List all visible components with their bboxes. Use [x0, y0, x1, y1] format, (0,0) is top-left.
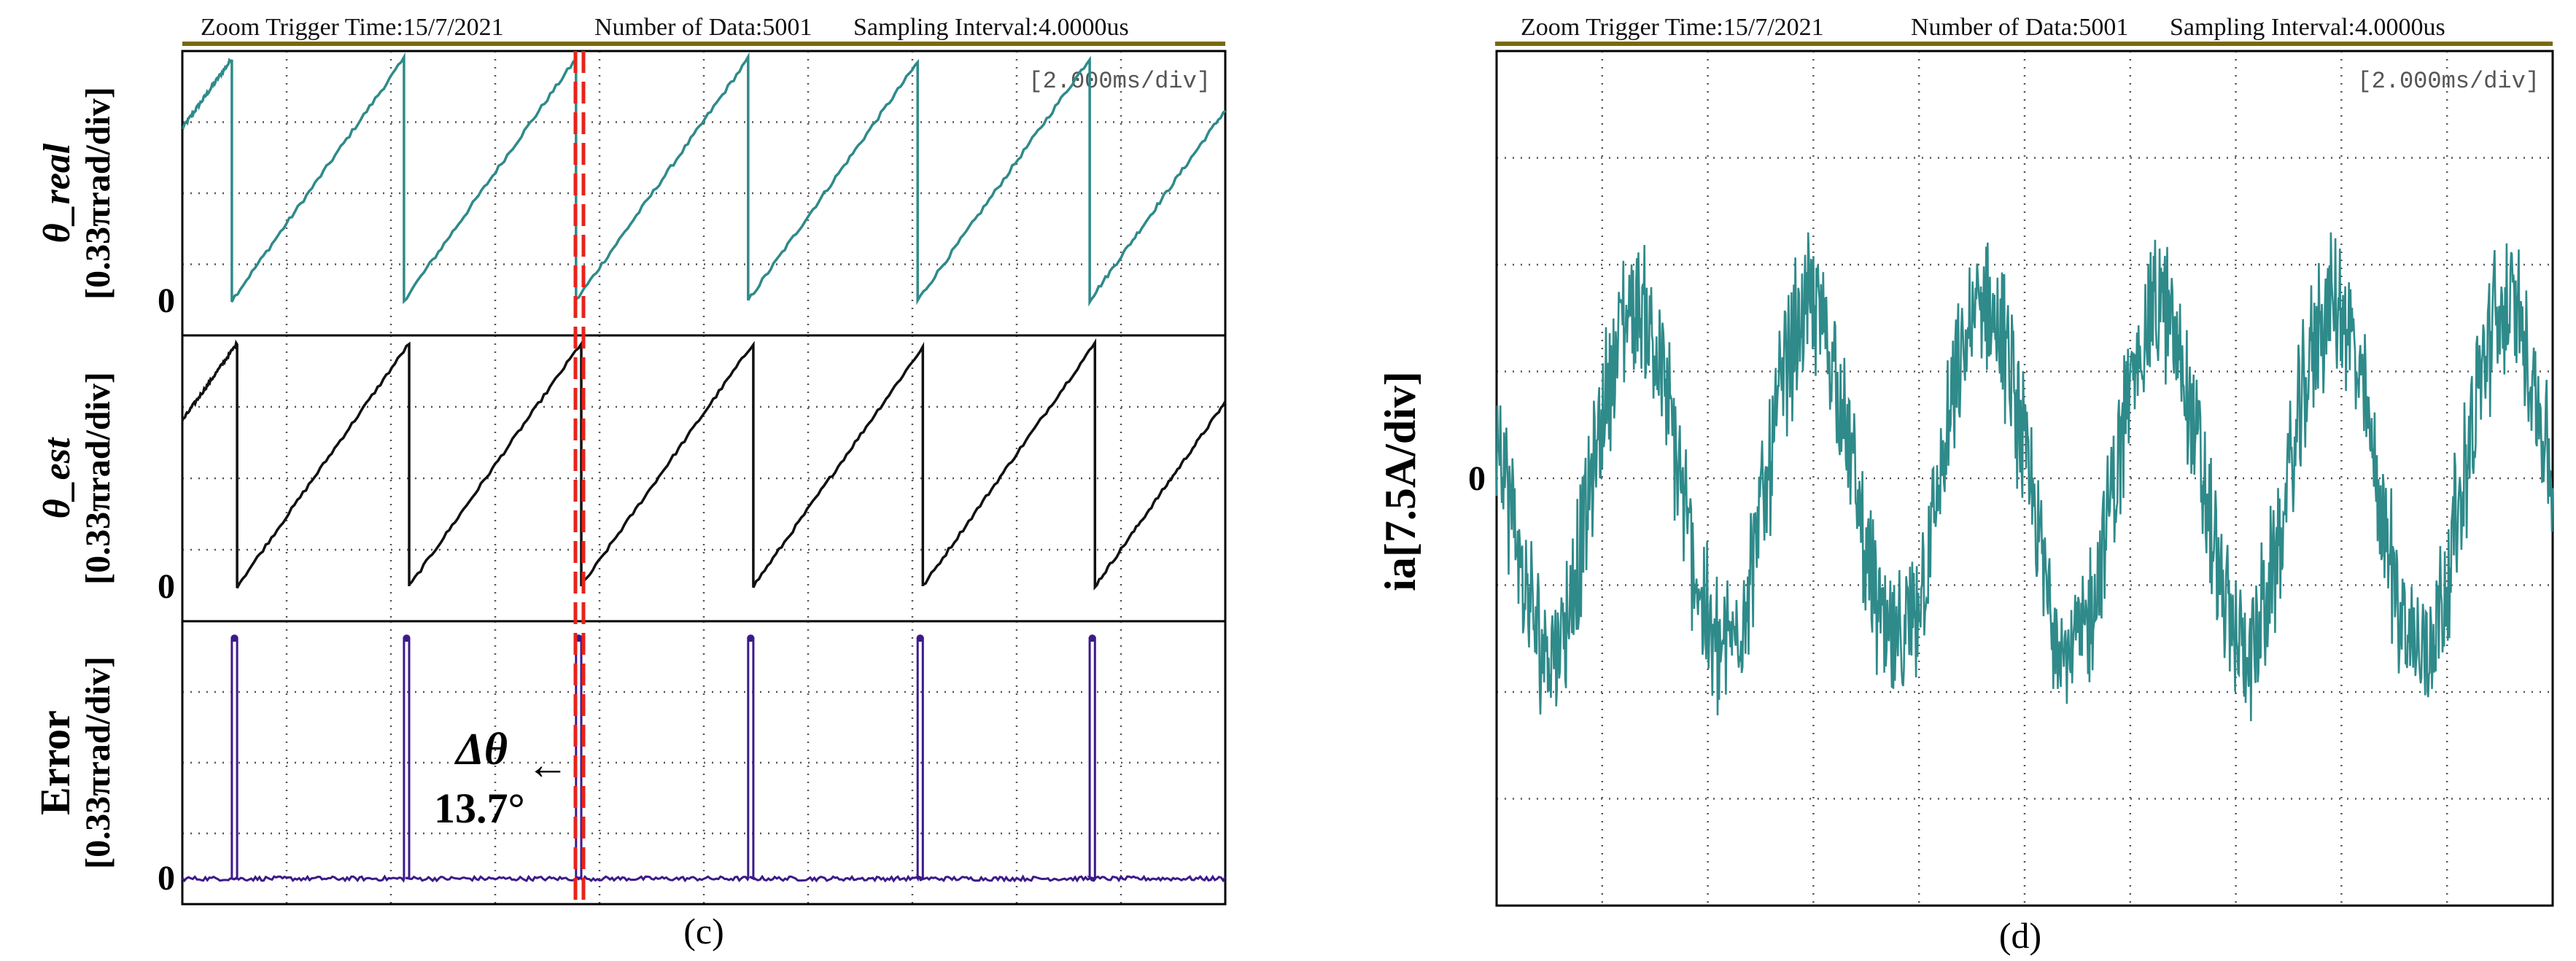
zero-label-theta-est: 0	[158, 567, 175, 606]
caption-c: (c)	[683, 911, 724, 952]
panel-c-header-interval: Sampling Interval:4.0000us	[853, 14, 1129, 41]
panel-c-header-trigger: Zoom Trigger Time:15/7/2021	[201, 14, 504, 41]
zero-label-theta-real: 0	[158, 281, 175, 320]
delta-theta-value: 13.7°	[434, 785, 525, 832]
panel-c-grid	[182, 51, 1225, 904]
error-pulse-1	[230, 634, 238, 642]
panel-d-header-trigger: Zoom Trigger Time:15/7/2021	[1521, 14, 1824, 41]
error-pulse-6	[1088, 634, 1096, 642]
error-pulse-5	[916, 634, 924, 642]
panel-c-header-ndata: Number of Data:5001	[594, 14, 812, 41]
caption-d: (d)	[1999, 915, 2041, 956]
error-pulse-2	[403, 634, 411, 642]
error-pulse-4	[747, 634, 755, 642]
panel-d: Zoom Trigger Time:15/7/2021 Number of Da…	[1376, 14, 2554, 956]
ylabel-theta-real-unit: [0.33πrad/div]	[79, 87, 117, 300]
panel-d-frame	[1495, 50, 2554, 907]
panel-d-header-interval: Sampling Interval:4.0000us	[2170, 14, 2445, 41]
series-ia	[1495, 232, 2554, 722]
panel-d-timebase: [2.000ms/div]	[2357, 68, 2540, 95]
panel-c: Zoom Trigger Time:15/7/2021 Number of Da…	[31, 14, 1227, 952]
ylabel-theta-est-unit: [0.33πrad/div]	[79, 372, 117, 585]
panel-d-trace	[1495, 232, 2554, 722]
zero-label-error: 0	[158, 859, 175, 898]
delta-theta-arrow: ←	[527, 741, 569, 788]
series-error	[181, 637, 1227, 883]
panel-d-header-ndata: Number of Data:5001	[1911, 14, 2128, 41]
panel-d-ylabel: ia[7.5A/div]	[1376, 371, 1424, 591]
panel-c-traces	[181, 52, 1227, 883]
panel-d-zero-label: 0	[1468, 459, 1486, 498]
delta-theta-label: Δθ	[454, 725, 508, 774]
panel-c-frame	[181, 50, 1227, 906]
ylabel-theta-est-name: θ_est	[36, 437, 78, 518]
ylabel-error-unit: [0.33πrad/div]	[79, 656, 117, 869]
panel-c-timebase: [2.000ms/div]	[1028, 68, 1211, 95]
ylabel-theta-real-name: θ_real	[36, 143, 78, 243]
ylabel-error-name: Error	[31, 710, 79, 815]
series-theta-est	[181, 338, 1227, 591]
panel-d-grid	[1497, 51, 2553, 906]
series-theta-real	[182, 52, 1227, 307]
